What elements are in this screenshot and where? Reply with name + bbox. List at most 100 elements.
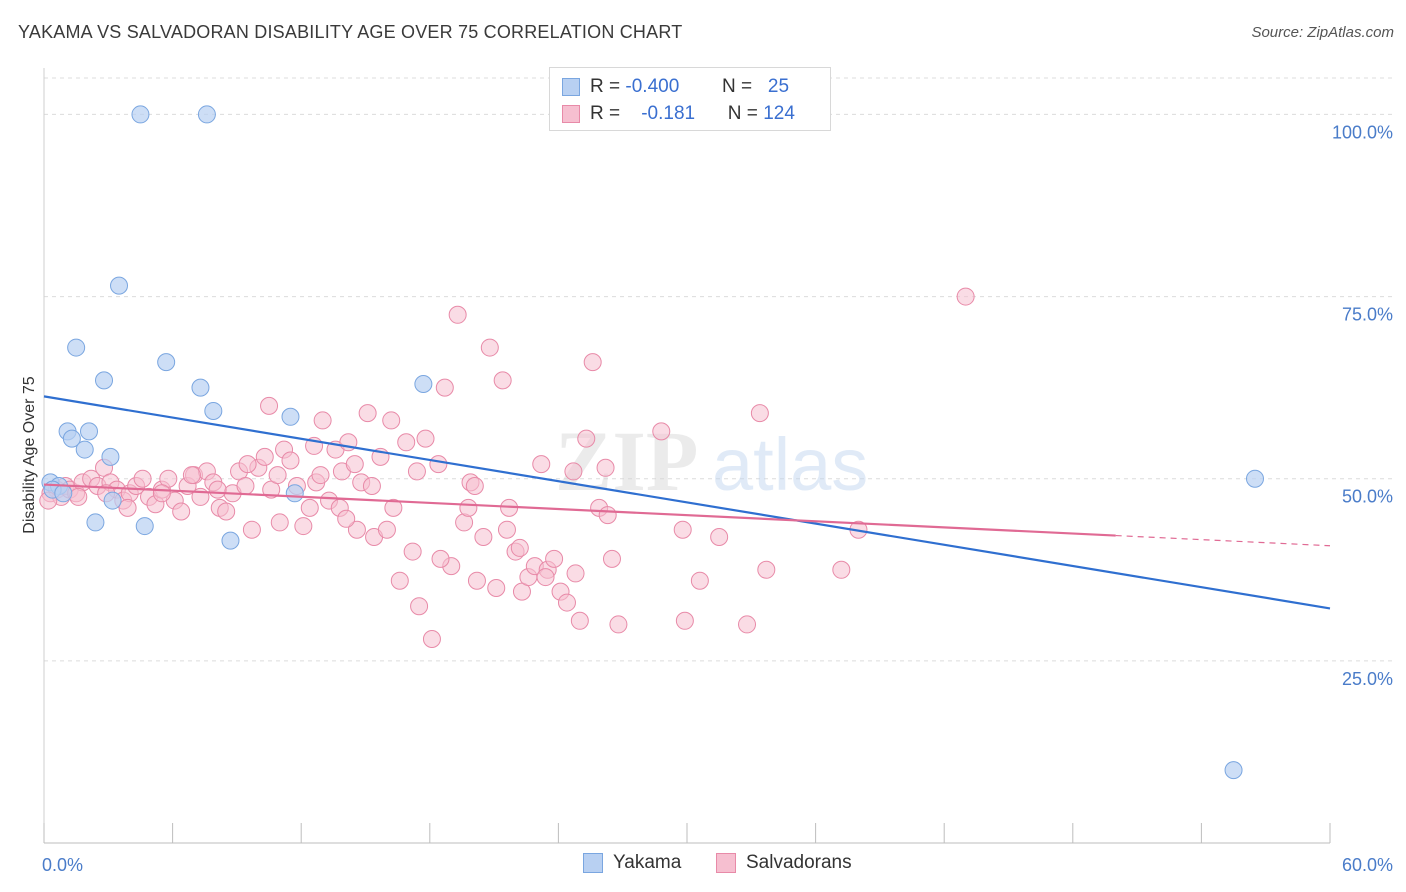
r-label: R = xyxy=(590,103,621,124)
salvadorans-point xyxy=(313,411,332,430)
salvadorans-point xyxy=(598,506,617,525)
salvadorans-point xyxy=(152,484,171,503)
salvadorans-point xyxy=(182,466,201,485)
yakama-point xyxy=(221,531,240,550)
x-tick-label-min: 0.0% xyxy=(42,855,83,875)
salvadorans-point xyxy=(255,447,274,466)
x-tick-label-max: 60.0% xyxy=(1342,855,1393,875)
salvadorans-point xyxy=(281,451,300,470)
salvadorans-point xyxy=(236,477,255,495)
r-value: -0.181 xyxy=(641,103,696,124)
salvadorans-point xyxy=(448,305,467,324)
salvadorans-point xyxy=(690,571,709,590)
salvadorans-point xyxy=(294,517,313,536)
salvadorans-point xyxy=(675,611,694,630)
salvadorans-point xyxy=(311,466,330,485)
salvadorans-point xyxy=(347,520,366,539)
salvadorans-point xyxy=(268,466,287,485)
salvadorans-point xyxy=(300,498,319,517)
yakama-point xyxy=(1245,469,1264,488)
y-tick-label-25: 25.0% xyxy=(1342,669,1393,689)
salvadorans-point xyxy=(337,509,356,528)
salvadorans-point xyxy=(738,615,757,634)
yakama-point xyxy=(80,422,99,441)
salvadorans-point xyxy=(510,538,529,557)
n-label: N = xyxy=(721,76,753,97)
salvadorans-point xyxy=(536,568,555,587)
trend-lines xyxy=(43,395,1331,610)
legend-row-yakama: R = -0.400 N = 25 xyxy=(562,74,789,100)
salvadorans-point xyxy=(566,564,585,583)
salvadorans-point xyxy=(407,462,426,481)
yakama-legend-swatch xyxy=(583,853,603,873)
yakama-point xyxy=(135,517,154,536)
salvadorans-point xyxy=(583,353,602,372)
salvadorans-point xyxy=(384,498,403,517)
yakama-point xyxy=(101,447,120,466)
yakama-point xyxy=(103,491,122,510)
yakama-point xyxy=(75,440,94,459)
salvadorans-point xyxy=(493,371,512,390)
salvadorans-point xyxy=(596,458,615,477)
salvadorans-point xyxy=(652,422,671,441)
yakama-swatch xyxy=(562,78,580,96)
yakama-point xyxy=(54,484,73,503)
y-axis-label: Disability Age Over 75 xyxy=(21,376,38,534)
salvadorans-point xyxy=(545,549,564,568)
yakama-point xyxy=(67,338,86,357)
salvadorans-point xyxy=(172,502,191,521)
salvadorans-point xyxy=(435,378,454,397)
yakama-legend-label: Yakama xyxy=(613,852,682,873)
yakama-point xyxy=(157,353,176,372)
y-tick-label-75: 75.0% xyxy=(1342,305,1393,325)
salvadorans-point xyxy=(757,560,776,579)
stats-legend: R = -0.400 N = 25 R = -0.181 N = 124 xyxy=(549,67,831,131)
yakama-point xyxy=(281,407,300,426)
salvadorans-point xyxy=(242,520,261,539)
source-label: Source: ZipAtlas.com xyxy=(1251,24,1394,41)
salvadorans-point xyxy=(382,411,401,430)
salvadorans-point xyxy=(577,429,596,448)
salvadorans-point xyxy=(358,404,377,423)
gridlines xyxy=(44,77,1392,662)
salvadorans-point xyxy=(609,615,628,634)
tick-labels: 25.0% 50.0% 75.0% 100.0% 0.0% 60.0% xyxy=(42,122,1393,875)
salvadorans-trend-line xyxy=(43,483,1116,537)
salvadorans-trend-extension xyxy=(1115,534,1331,547)
salvadorans-point xyxy=(467,571,486,590)
salvadorans-point xyxy=(345,455,364,474)
yakama-points xyxy=(41,105,1264,780)
salvadorans-point xyxy=(832,560,851,579)
yakama-point xyxy=(95,371,114,390)
bottom-legend-salvadorans: Salvadorans xyxy=(716,852,852,874)
salvadorans-point xyxy=(362,477,381,495)
salvadorans-point xyxy=(410,597,429,616)
salvadorans-swatch xyxy=(562,105,580,123)
salvadorans-point xyxy=(474,528,493,546)
yakama-point xyxy=(131,105,150,124)
salvadorans-point xyxy=(208,480,227,499)
legend-row-salvadorans: R = -0.181 N = 124 xyxy=(562,101,795,127)
salvadorans-point xyxy=(602,549,621,568)
salvadorans-point xyxy=(673,520,692,539)
salvadorans-legend-swatch xyxy=(716,853,736,873)
yakama-trend-line xyxy=(43,395,1331,610)
n-value: 25 xyxy=(767,76,790,97)
yakama-point xyxy=(191,378,210,397)
y-tick-label-100: 100.0% xyxy=(1332,122,1393,142)
yakama-point xyxy=(414,375,433,393)
axes xyxy=(43,68,1331,844)
salvadorans-point xyxy=(69,487,88,506)
salvadorans-point xyxy=(480,338,499,357)
salvadorans-point xyxy=(570,611,589,630)
n-value: 124 xyxy=(763,103,795,124)
salvadorans-point xyxy=(422,630,441,648)
r-value: -0.400 xyxy=(625,76,680,97)
bottom-legend-yakama: Yakama xyxy=(583,852,681,874)
salvadorans-point xyxy=(532,455,551,474)
yakama-point xyxy=(197,105,216,124)
salvadorans-point xyxy=(431,549,450,568)
salvadorans-point xyxy=(465,477,484,495)
salvadorans-point xyxy=(238,455,257,474)
salvadorans-point xyxy=(377,520,396,539)
